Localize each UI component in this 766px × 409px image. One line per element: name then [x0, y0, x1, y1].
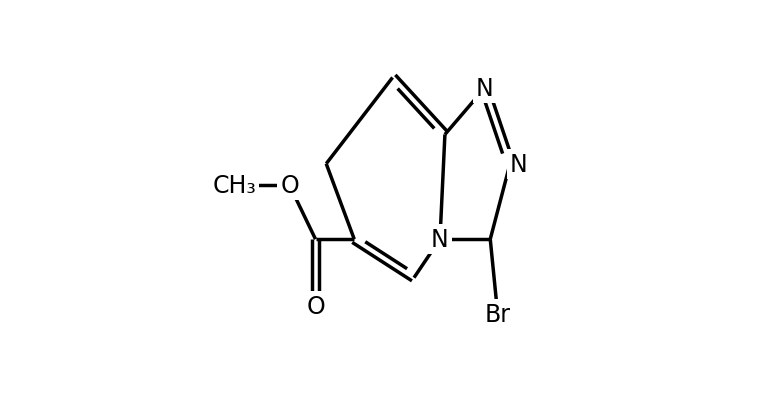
- Text: O: O: [280, 174, 299, 198]
- Text: CH₃: CH₃: [212, 174, 256, 198]
- Text: N: N: [431, 227, 449, 252]
- Text: N: N: [510, 152, 528, 176]
- Text: O: O: [306, 294, 325, 318]
- Text: N: N: [476, 77, 493, 101]
- Text: Br: Br: [485, 302, 511, 326]
